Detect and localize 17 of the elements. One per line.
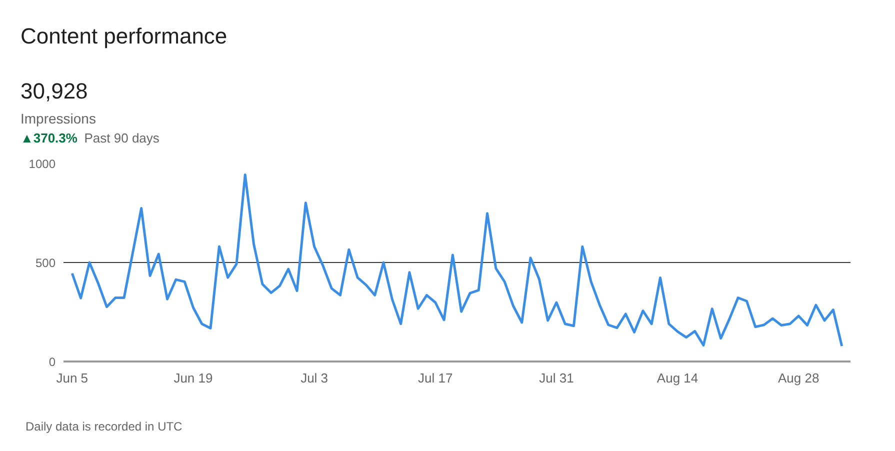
text: Past 90 days	[84, 130, 160, 146]
x-tick-label: Jul 17	[418, 370, 453, 386]
x-tick-label: Jun 19	[174, 370, 213, 386]
x-tick-label: Jun 5	[56, 370, 88, 386]
text: Daily data is recorded in UTC	[26, 420, 183, 434]
text: ▲370.3%	[20, 130, 78, 146]
text: Impressions	[20, 110, 96, 126]
x-tick-label: Aug 14	[656, 370, 698, 386]
line-series	[70, 174, 844, 348]
chart-title: Content performance	[20, 24, 228, 48]
x-tick-label: Jul 3	[300, 370, 328, 386]
y-tick-label: 1000	[28, 157, 56, 171]
y-tick-label: 500	[35, 256, 56, 270]
y-tick-label: 0	[48, 355, 56, 369]
x-tick-label: Aug 28	[778, 370, 820, 386]
text: 30,928	[20, 78, 88, 104]
x-tick-label: Jul 31	[539, 370, 574, 386]
